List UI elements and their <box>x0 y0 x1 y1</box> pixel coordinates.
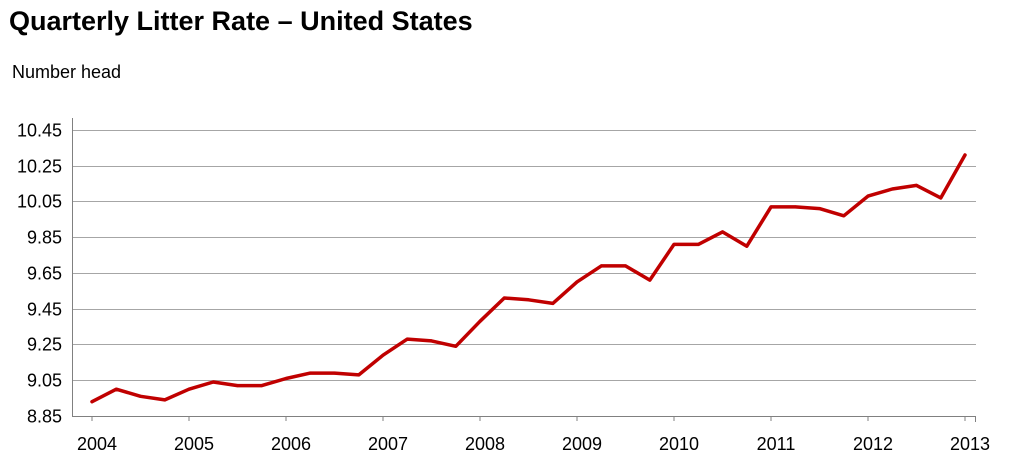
data-point <box>793 205 797 209</box>
y-axis-unit-label: Number head <box>12 62 122 82</box>
data-point <box>527 298 530 302</box>
y-tick-label: 10.45 <box>17 121 62 141</box>
series-line <box>90 153 967 404</box>
data-point <box>769 205 773 209</box>
data-point <box>866 194 870 198</box>
data-point <box>939 196 943 200</box>
data-point <box>551 301 555 305</box>
x-tick-label: 2005 <box>174 434 214 454</box>
data-point <box>139 394 142 398</box>
data-point <box>284 377 288 380</box>
y-tick-label: 9.45 <box>27 300 62 320</box>
x-tick-label: 2004 <box>77 434 117 454</box>
data-point <box>599 264 603 268</box>
data-point <box>502 296 506 300</box>
x-tick-label: 2010 <box>659 434 699 454</box>
x-tick-label: 2007 <box>368 434 408 454</box>
data-point <box>478 319 482 323</box>
data-point <box>163 398 167 402</box>
x-axis-ticks: 2004 2005 2006 2007 2008 2009 2010 2011 2012 2013 <box>77 434 990 454</box>
data-point <box>333 371 336 375</box>
data-point <box>696 242 700 246</box>
data-point <box>236 384 239 388</box>
y-tick-label: 10.05 <box>17 192 62 212</box>
x-tick-label: 2008 <box>465 434 505 454</box>
data-point <box>405 337 409 341</box>
data-point <box>721 230 724 234</box>
data-point <box>575 280 579 284</box>
data-point <box>357 373 361 377</box>
data-point <box>842 214 846 218</box>
x-tick-label: 2011 <box>757 434 796 454</box>
y-axis-ticks: 8.85 9.05 9.25 9.45 9.65 9.85 10.05 10.25 10.45 <box>17 121 62 427</box>
data-point <box>745 244 749 248</box>
y-tick-label: 10.25 <box>17 157 62 177</box>
data-point <box>114 387 118 391</box>
y-tick-label: 9.05 <box>27 371 62 391</box>
data-point <box>890 187 894 191</box>
data-point <box>381 353 385 357</box>
data-point <box>90 400 94 404</box>
axes <box>72 118 976 422</box>
data-point <box>308 371 312 375</box>
x-tick-label: 2012 <box>853 434 893 454</box>
x-tick-label: 2013 <box>950 434 990 454</box>
x-tick-label: 2006 <box>271 434 311 454</box>
gridlines <box>72 130 976 381</box>
data-point <box>818 207 821 211</box>
data-point <box>624 264 627 268</box>
data-point <box>648 278 652 282</box>
y-tick-label: 8.85 <box>27 407 62 427</box>
x-tick-label: 2009 <box>562 434 602 454</box>
data-point <box>430 339 433 343</box>
data-point <box>672 242 676 246</box>
data-point <box>963 153 967 157</box>
data-point <box>260 384 264 388</box>
y-tick-label: 9.25 <box>27 335 62 355</box>
data-point <box>187 387 191 391</box>
y-tick-label: 9.85 <box>27 228 62 248</box>
data-series <box>90 153 967 404</box>
chart-title: Quarterly Litter Rate – United States <box>9 6 473 36</box>
data-point <box>915 183 918 187</box>
data-point <box>211 380 215 384</box>
y-tick-label: 9.65 <box>27 264 62 284</box>
data-point <box>454 344 458 348</box>
